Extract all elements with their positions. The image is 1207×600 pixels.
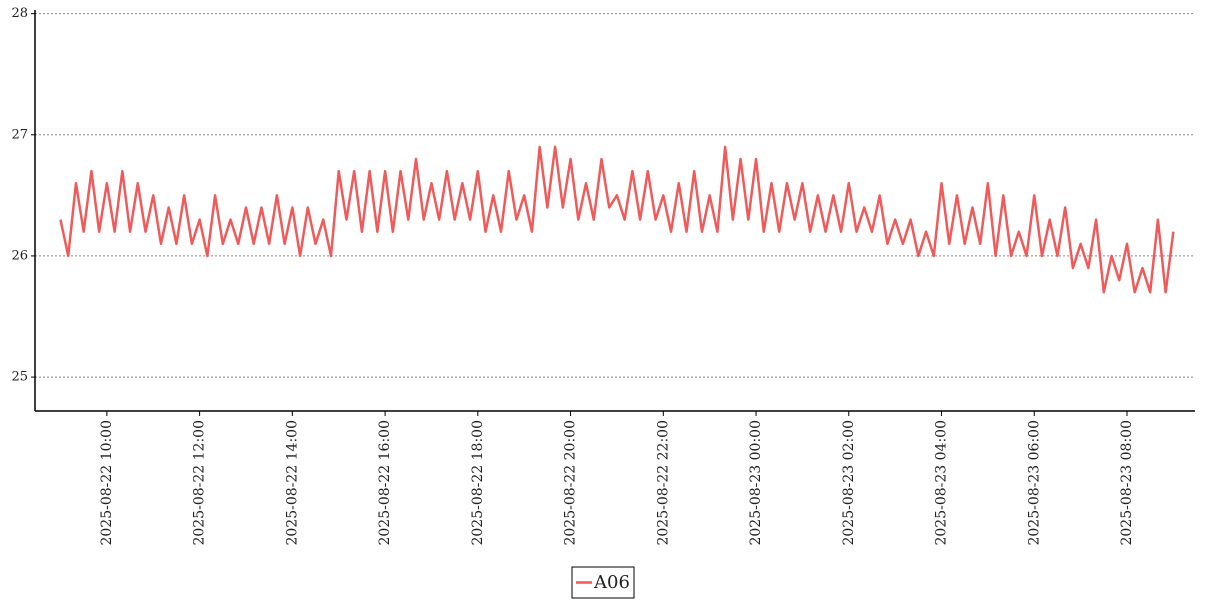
y-tick-label: 27 [11, 127, 28, 142]
x-tick-label: 2025-08-22 10:00 [99, 420, 115, 546]
x-tick-label: 2025-08-23 06:00 [1026, 420, 1042, 546]
x-tick-label: 2025-08-22 18:00 [470, 420, 486, 546]
data-line [59, 145, 1175, 294]
x-tick-label: 2025-08-22 14:00 [284, 420, 300, 546]
x-tick-label: 2025-08-23 00:00 [748, 420, 764, 546]
y-tick-label: 25 [11, 370, 28, 385]
legend: A06 [571, 566, 635, 599]
x-tick-label: 2025-08-23 08:00 [1119, 420, 1135, 546]
x-tick-label: 2025-08-22 16:00 [377, 420, 393, 546]
legend-label: A06 [593, 572, 630, 593]
y-tick-label: 28 [11, 6, 28, 21]
y-tick-label: 26 [11, 248, 28, 263]
x-tick-label: 2025-08-23 02:00 [841, 420, 857, 546]
x-tick-label: 2025-08-22 20:00 [563, 420, 579, 546]
x-tick-label: 2025-08-22 12:00 [192, 420, 208, 546]
x-tick-label: 2025-08-23 04:00 [934, 420, 950, 546]
x-tick-label: 2025-08-22 22:00 [655, 420, 671, 546]
